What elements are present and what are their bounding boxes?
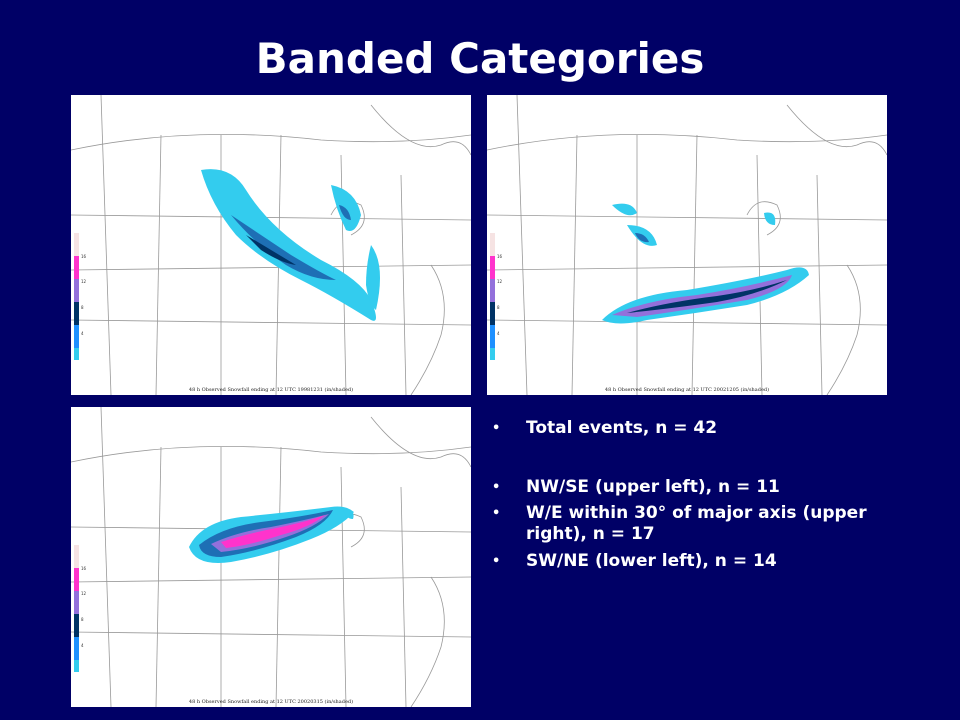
- scale-tick: 8: [81, 305, 84, 310]
- scale-tick: 12: [81, 591, 87, 596]
- scale-tick: 4: [81, 331, 84, 336]
- bullet-text: Total events, n = 42: [526, 418, 718, 438]
- bullet-marker: •: [492, 554, 501, 569]
- scale-tick: 16: [81, 254, 87, 259]
- map-caption: 48 h Observed Snowfall ending at 12 UTC …: [604, 387, 770, 393]
- color-scale: 16 12 8 4: [74, 545, 87, 672]
- snowfall-band: [201, 169, 380, 321]
- snowfall-map-upper-right: 16 12 8 4 48 h Observed Snowfall ending …: [487, 95, 887, 395]
- bullet-total-events: • Total events, n = 42: [490, 418, 930, 439]
- scale-tick: 4: [81, 643, 84, 648]
- scale-tick: 12: [497, 279, 503, 284]
- bullet-marker: •: [492, 480, 501, 495]
- scale-tick: 8: [81, 617, 84, 622]
- map-graphic: 16 12 8 4: [487, 95, 887, 395]
- bullet-list: • Total events, n = 42 • NW/SE (upper le…: [490, 410, 930, 572]
- bullet-text: W/E within 30° of major axis (upper righ…: [526, 503, 867, 544]
- snowfall-band: [189, 506, 354, 563]
- scale-tick: 8: [497, 305, 500, 310]
- map-caption: 48 h Observed Snowfall ending at 12 UTC …: [188, 699, 354, 705]
- slide-title: Banded Categories: [255, 34, 705, 83]
- bullet-text: SW/NE (lower left), n = 14: [526, 551, 777, 571]
- bullet-text: NW/SE (upper left), n = 11: [526, 477, 780, 497]
- scale-tick: 12: [81, 279, 87, 284]
- bullet-marker: •: [492, 506, 501, 521]
- bullet-sw-ne: • SW/NE (lower left), n = 14: [490, 551, 930, 572]
- bullet-w-e: • W/E within 30° of major axis (upper ri…: [490, 503, 930, 545]
- map-graphic: 16 12 8 4: [71, 95, 471, 395]
- snowfall-map-upper-left: 16 12 8 4 48 h Observed Snowfall ending …: [71, 95, 471, 395]
- map-graphic: 16 12 8 4: [71, 407, 471, 707]
- color-scale: 16 12 8 4: [74, 233, 87, 360]
- snowfall-map-lower-left: 16 12 8 4 48 h Observed Snowfall ending …: [71, 407, 471, 707]
- scale-tick: 4: [497, 331, 500, 336]
- color-scale: 16 12 8 4: [490, 233, 503, 360]
- scale-tick: 16: [81, 566, 87, 571]
- scale-tick: 16: [497, 254, 503, 259]
- bullet-nw-se: • NW/SE (upper left), n = 11: [490, 477, 930, 498]
- snowfall-band: [602, 203, 809, 324]
- bullet-marker: •: [492, 421, 501, 436]
- map-caption: 48 h Observed Snowfall ending at 12 UTC …: [188, 387, 354, 393]
